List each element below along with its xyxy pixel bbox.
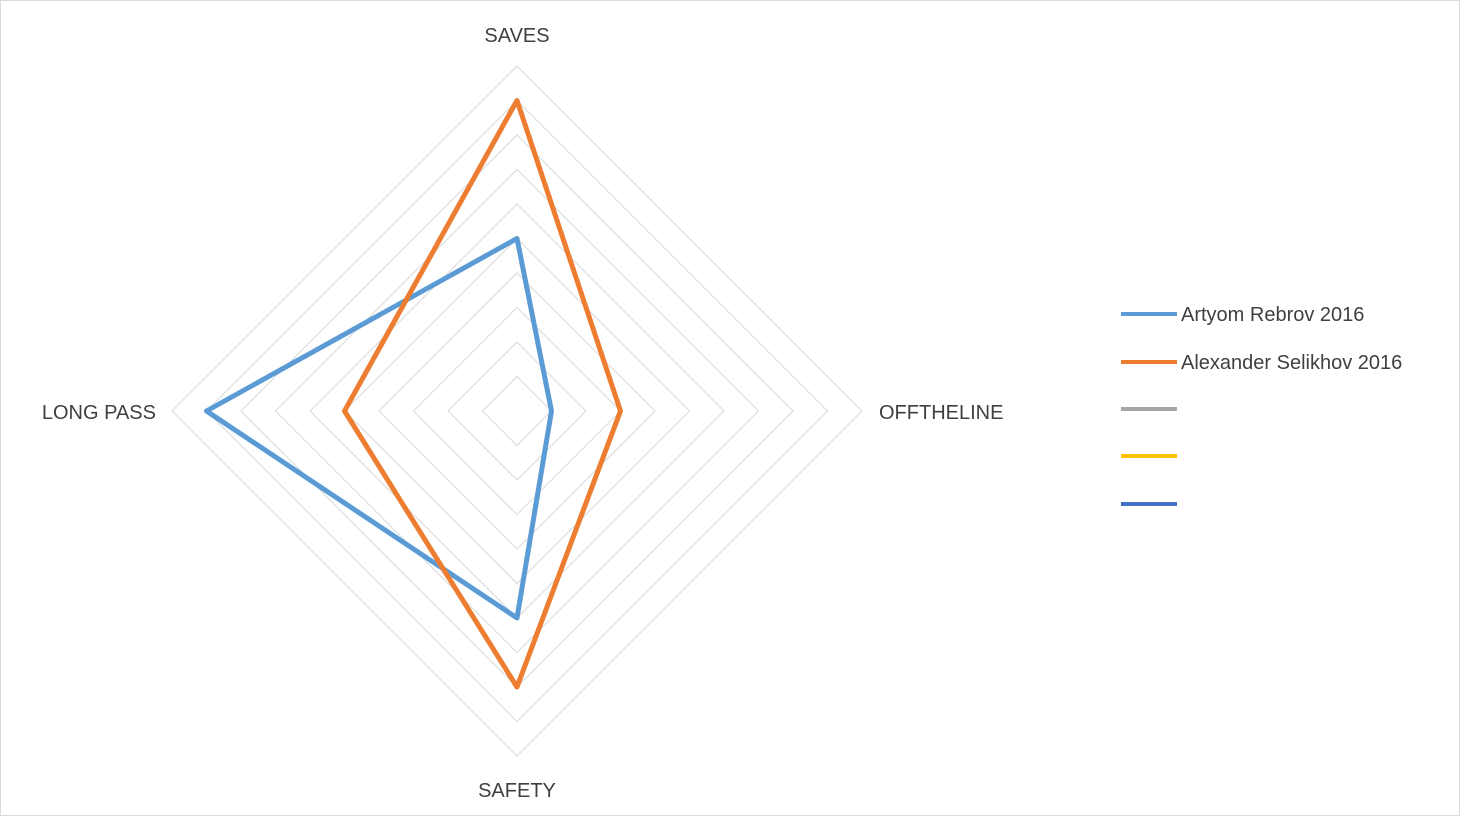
grid-ring (205, 99, 829, 723)
axis-label-long-pass: LONG PASS (42, 402, 156, 424)
grid-ring (412, 306, 622, 516)
radar-grid (171, 65, 863, 757)
legend-label: Alexander Selikhov 2016 (1181, 352, 1402, 374)
legend-item: Artyom Rebrov 2016 (1121, 304, 1364, 326)
radar-series (204, 98, 623, 690)
grid-ring (378, 272, 656, 550)
grid-ring (343, 237, 691, 585)
series-line-2 (342, 98, 623, 690)
axis-label-safety: SAFETY (478, 780, 556, 802)
legend-label: Artyom Rebrov 2016 (1181, 304, 1364, 326)
grid-ring (309, 203, 725, 619)
grid-ring (447, 341, 587, 481)
axis-label-saves: SAVES (484, 25, 549, 47)
legend: Artyom Rebrov 2016 Alexander Selikhov 20… (1121, 304, 1402, 506)
axis-label-offtheline: OFFTHELINE (879, 402, 1003, 424)
series-line-1 (204, 236, 554, 621)
grid-ring (481, 375, 553, 447)
legend-item: Alexander Selikhov 2016 (1121, 352, 1402, 374)
grid-ring (171, 65, 863, 757)
